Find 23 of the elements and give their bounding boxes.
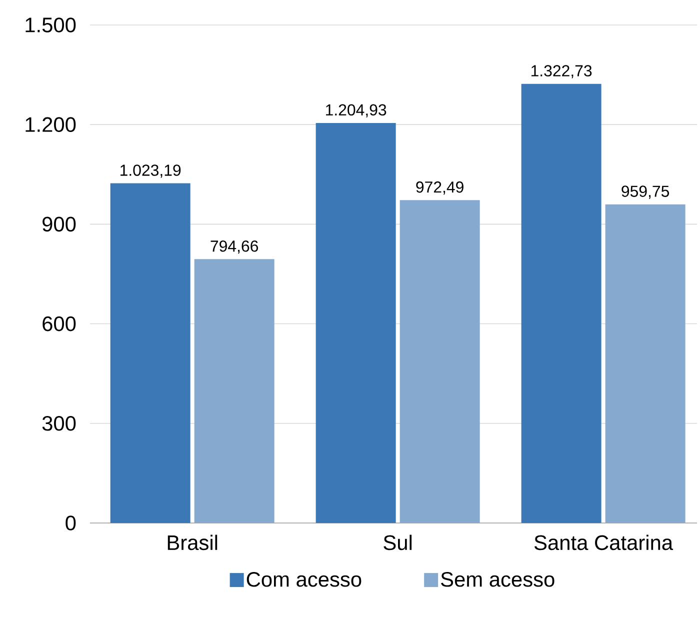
bar <box>605 204 686 523</box>
bar <box>110 183 190 523</box>
bar <box>316 122 396 523</box>
data-label: 1.322,73 <box>532 65 592 78</box>
y-tick-label: 600 <box>42 316 76 332</box>
bar <box>521 84 602 523</box>
x-tick-label: Santa Catarina <box>534 534 674 550</box>
x-tick-label: Brasil <box>168 534 218 550</box>
x-tick-label: Sul <box>384 534 412 550</box>
y-tick-label: 0 <box>66 516 76 530</box>
y-tick-label: 900 <box>42 216 76 232</box>
data-label: 959,75 <box>622 186 669 199</box>
legend-label: Sem acesso <box>441 572 554 587</box>
bar <box>400 200 480 523</box>
data-label: 972,49 <box>416 181 464 195</box>
data-label: 1.204,93 <box>326 104 386 118</box>
legend-label: Com acesso <box>246 572 362 587</box>
bar <box>194 259 274 523</box>
data-label: 1.023,19 <box>120 164 181 178</box>
y-tick-label: 300 <box>42 416 76 431</box>
y-tick-label: 1.500 <box>26 18 76 32</box>
data-label: 794,66 <box>210 240 258 254</box>
y-tick-label: 1.200 <box>26 117 76 132</box>
